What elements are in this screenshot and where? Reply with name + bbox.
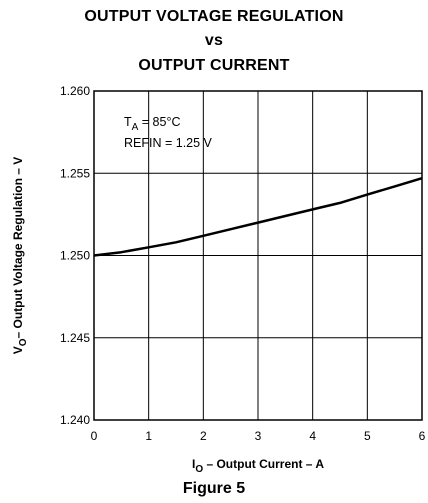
x-tick-label: 4 xyxy=(309,429,316,443)
series-line xyxy=(93,177,423,257)
chart-title-line-3: OUTPUT CURRENT xyxy=(138,57,290,74)
y-tick-label: 1.260 xyxy=(60,84,90,98)
figure-caption: Figure 5 xyxy=(182,480,246,497)
x-axis-label: IO – Output Current – A xyxy=(192,457,324,475)
y-tick-label: 1.250 xyxy=(60,249,90,263)
annotation-refin: REFIN = 1.25 V xyxy=(124,136,213,150)
y-tick-label: 1.255 xyxy=(60,166,90,180)
annotation-temperature: TA = 85°C xyxy=(124,115,181,133)
tick-labels: 0 1 2 3 4 5 6 1.240 1.245 1.250 1.255 1.260 xyxy=(60,84,426,443)
x-tick-label: 0 xyxy=(91,429,98,443)
x-tick-label: 3 xyxy=(255,429,262,443)
x-tick-label: 5 xyxy=(364,429,371,443)
series-group xyxy=(93,177,423,257)
x-tick-label: 2 xyxy=(200,429,207,443)
y-tick-label: 1.240 xyxy=(60,413,90,427)
chart-title-line-2: vs xyxy=(204,32,224,49)
annotations: TA = 85°C REFIN = 1.25 V xyxy=(124,115,213,150)
x-tick-label: 1 xyxy=(145,429,152,443)
y-tick-label: 1.245 xyxy=(60,331,90,345)
y-axis-label: VO– Output Voltage Regulation – V xyxy=(11,157,29,355)
chart-title-line-1: OUTPUT VOLTAGE REGULATION xyxy=(84,8,344,25)
x-tick-label: 6 xyxy=(419,429,426,443)
